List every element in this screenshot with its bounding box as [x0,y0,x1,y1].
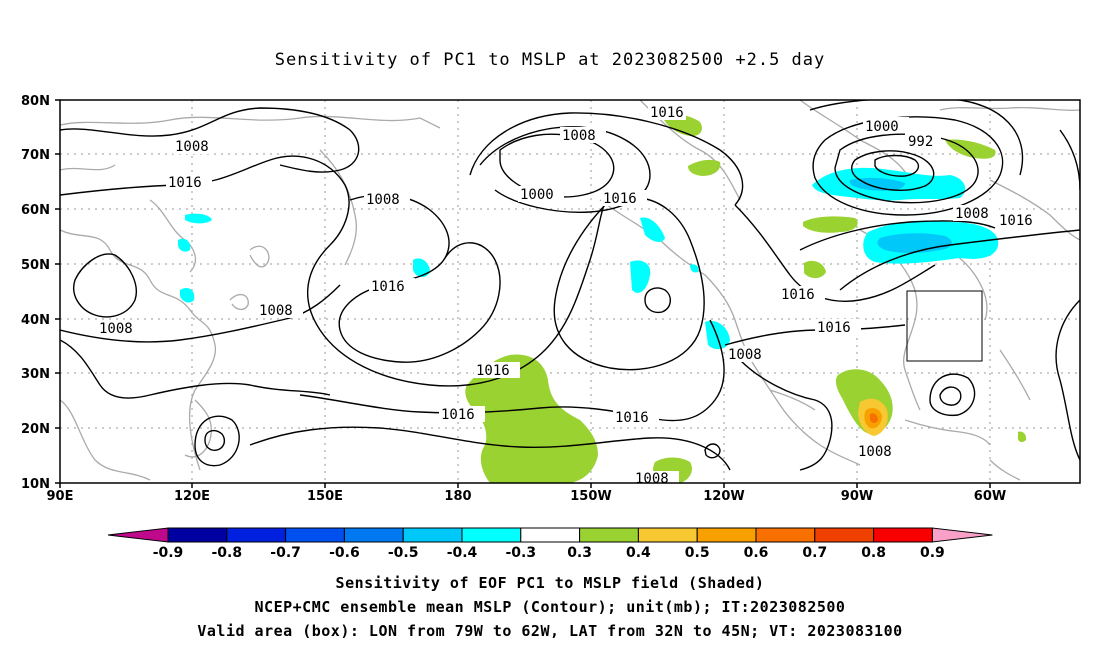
lat-tick-label: 50N [21,258,50,273]
colorbar-low-arrow [107,527,169,543]
lon-tick-label: 180 [444,489,471,504]
caption-line-1: Sensitivity of EOF PC1 to MSLP field (Sh… [335,574,765,592]
contour-label: 1008 [858,444,892,460]
colorbar: -0.9 -0.8 -0.7 -0.6 -0.5 -0.4 -0.3 0.3 0.4 0.5 0.6… [107,527,993,561]
contour-labels: 1016 1008 1000 992 1008 1016 1008 1016 1… [97,104,1043,487]
colorbar-swatch [579,527,639,543]
colorbar-swatch [343,527,404,543]
contour-label: 1016 [999,213,1033,229]
colorbar-label: -0.6 [329,545,360,561]
colorbar-label: 0.9 [920,545,945,561]
colorbar-swatch [226,527,287,543]
colorbar-swatch [873,527,933,543]
colorbar-swatch [520,527,581,543]
lat-tick-label: 80N [21,94,50,109]
colorbar-high-arrow [931,527,993,543]
lon-tick-label: 120E [174,489,210,504]
lon-tick-label: 90E [47,489,74,504]
contour-label: 1008 [955,206,989,222]
colorbar-label: -0.8 [211,545,242,561]
valid-area-box [906,290,983,362]
contour-label: 1016 [650,105,684,121]
lat-tick-label: 20N [21,422,50,437]
lon-tick-label: 120W [703,489,744,504]
contour-label: 992 [908,134,933,150]
colorbar-swatch [461,527,522,543]
colorbar-label: 0.3 [567,545,592,561]
caption-line-2: NCEP+CMC ensemble mean MSLP (Contour); u… [254,598,846,616]
map-title: Sensitivity of PC1 to MSLP at 2023082500… [274,50,826,70]
contour-label: 1016 [615,410,649,426]
colorbar-swatch [637,527,698,543]
strong-positive-shading [858,398,888,436]
lon-tick-label: 150E [307,489,343,504]
colorbar-swatch [814,527,875,543]
coastlines [60,100,1080,481]
colorbar-swatch [285,527,345,543]
lon-tick-label: 90W [841,489,873,504]
colorbar-label: 0.7 [802,545,827,561]
colorbar-label: 0.4 [626,545,651,561]
contour-label: 1016 [441,407,475,423]
colorbar-swatch [696,527,757,543]
plot-frame [59,99,1081,484]
colorbar-swatch [755,527,816,543]
gridlines [60,100,1080,483]
colorbar-label: -0.9 [153,545,184,561]
colorbar-label: -0.3 [505,545,536,561]
colorbar-swatch [167,527,228,543]
caption-line-3: Valid area (box): LON from 79W to 62W, L… [197,622,903,640]
contour-label: 1016 [817,320,851,336]
contour-label: 1008 [366,192,400,208]
contour-label: 1008 [259,303,293,319]
lat-tick-label: 40N [21,313,50,328]
colorbar-swatch [402,527,463,543]
contour-label: 1016 [476,363,510,379]
tick-marks [55,99,991,488]
colorbar-label: -0.7 [270,545,301,561]
lat-tick-label: 70N [21,148,50,163]
lon-tick-label: 150W [570,489,611,504]
contour-label: 1016 [371,279,405,295]
colorbar-label: -0.5 [388,545,419,561]
colorbar-label: -0.4 [447,545,478,561]
colorbar-label: 0.6 [744,545,769,561]
contour-label: 1000 [520,187,554,203]
contour-label: 1016 [781,287,815,303]
latitude-labels: 80N 70N 60N 50N 40N 30N 20N 10N [21,94,50,492]
contour-label: 1016 [168,175,202,191]
lat-tick-label: 10N [21,477,50,492]
contour-label: 1008 [175,139,209,155]
lat-tick-label: 60N [21,203,50,218]
contour-label: 1000 [865,119,899,135]
colorbar-label: 0.8 [861,545,886,561]
lat-tick-label: 30N [21,367,50,382]
contour-label: 1008 [562,128,596,144]
contour-label: 1016 [603,191,637,207]
contour-label: 1008 [99,321,133,337]
contour-label: 1008 [728,347,762,363]
contour-label: 1008 [635,471,669,487]
longitude-labels: 90E 120E 150E 180 150W 120W 90W 60W [47,489,1007,504]
colorbar-label: 0.5 [685,545,710,561]
lon-tick-label: 60W [974,489,1006,504]
